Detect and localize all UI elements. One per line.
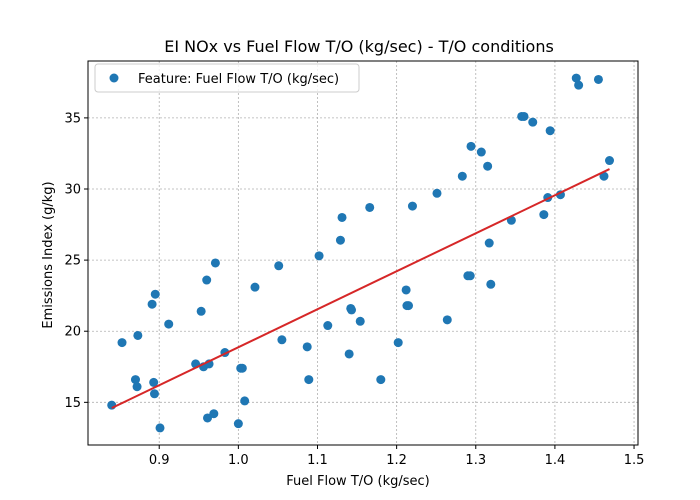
data-point (209, 409, 219, 419)
x-tick-label: 1.4 (545, 453, 566, 468)
data-point (147, 299, 157, 309)
x-tick-label: 0.9 (149, 453, 170, 468)
y-tick-label: 30 (64, 183, 81, 198)
data-point (155, 423, 165, 433)
data-point (528, 117, 538, 127)
y-tick-label: 25 (64, 254, 81, 269)
data-point (304, 375, 314, 385)
data-point (355, 316, 365, 326)
y-axis-ticks: 15 20 25 30 35 (64, 111, 88, 411)
data-point (486, 279, 496, 289)
x-axis-ticks: 0.9 1.0 1.1 1.2 1.3 1.4 1.5 (149, 445, 645, 468)
x-tick-label: 1.0 (228, 453, 249, 468)
legend-box (94, 63, 360, 93)
data-point (337, 212, 347, 222)
legend-marker (109, 73, 119, 83)
y-tick-label: 35 (64, 111, 81, 126)
legend-label: Feature: Fuel Flow T/O (kg/sec) (138, 72, 339, 87)
data-point (545, 126, 555, 136)
data-point (404, 301, 414, 311)
data-point (233, 419, 243, 429)
data-point (401, 285, 411, 295)
data-point (117, 338, 127, 348)
data-point (457, 171, 467, 181)
data-point (539, 210, 549, 220)
data-point (210, 258, 220, 268)
data-point (344, 349, 354, 359)
y-axis-label: Emissions Index (g/kg) (41, 181, 56, 328)
data-point (202, 275, 212, 285)
data-point (323, 321, 333, 331)
data-point (476, 147, 486, 157)
scatter-points (107, 73, 615, 433)
data-point (240, 396, 250, 406)
data-point (574, 80, 584, 90)
data-point (149, 389, 159, 399)
data-point (335, 235, 345, 245)
trendline (111, 168, 610, 409)
data-point (347, 305, 357, 315)
data-point (442, 315, 452, 325)
data-point (393, 338, 403, 348)
data-point (277, 335, 287, 345)
data-point (571, 73, 581, 83)
data-point (314, 251, 324, 261)
y-tick-label: 15 (64, 396, 81, 411)
data-point (250, 282, 260, 292)
legend: Feature: Fuel Flow T/O (kg/sec) (94, 63, 360, 93)
data-point (130, 375, 140, 385)
data-point (274, 261, 284, 271)
data-point (519, 111, 529, 121)
data-point (376, 375, 386, 385)
data-point (466, 141, 476, 151)
data-point (149, 377, 159, 387)
x-tick-label: 1.1 (307, 453, 328, 468)
axes-frame (87, 60, 639, 446)
data-point (132, 382, 142, 392)
trendline-group (111, 168, 610, 409)
data-point (164, 319, 174, 329)
data-point (599, 171, 609, 181)
data-point (107, 400, 117, 410)
data-point (133, 330, 143, 340)
x-axis-label: Fuel Flow T/O (kg/sec) (286, 474, 429, 489)
data-point (237, 363, 247, 373)
data-point (202, 413, 212, 423)
x-tick-label: 1.5 (624, 453, 645, 468)
data-point (407, 201, 417, 211)
data-point (484, 238, 494, 248)
data-point (465, 271, 475, 281)
data-point (432, 188, 442, 198)
data-point (302, 342, 312, 352)
chart-title: EI NOx vs Fuel Flow T/O (kg/sec) - T/O c… (164, 37, 554, 56)
data-point (605, 156, 615, 166)
data-point (365, 202, 375, 212)
data-point (483, 161, 493, 171)
y-tick-label: 20 (64, 325, 81, 340)
gridlines (88, 61, 638, 445)
data-point (196, 306, 206, 316)
x-tick-label: 1.2 (386, 453, 407, 468)
data-point (150, 289, 160, 299)
x-tick-label: 1.3 (465, 453, 486, 468)
data-point (593, 74, 603, 84)
